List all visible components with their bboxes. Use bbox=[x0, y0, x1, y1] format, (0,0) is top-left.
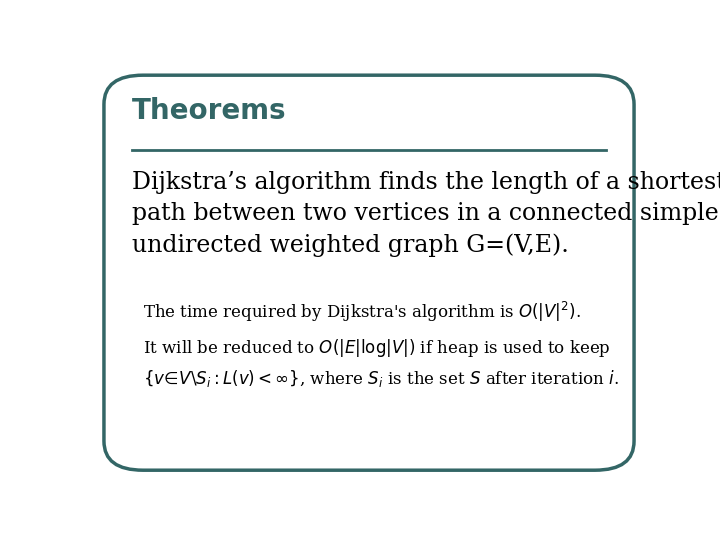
Text: It will be reduced to $O(|E|\log|V|)$ if heap is used to keep: It will be reduced to $O(|E|\log|V|)$ if… bbox=[143, 337, 611, 359]
Text: Dijkstra’s algorithm finds the length of a shortest: Dijkstra’s algorithm finds the length of… bbox=[132, 171, 720, 194]
FancyBboxPatch shape bbox=[104, 75, 634, 470]
Text: Theorems: Theorems bbox=[132, 97, 287, 125]
Text: undirected weighted graph G=(V,E).: undirected weighted graph G=(V,E). bbox=[132, 233, 569, 256]
Text: path between two vertices in a connected simple: path between two vertices in a connected… bbox=[132, 202, 719, 225]
Text: $\{v\!\in\! V\backslash S_i : L(v) < \infty\}$, where $S_i$ is the set $S$ after: $\{v\!\in\! V\backslash S_i : L(v) < \in… bbox=[143, 368, 619, 389]
Text: The time required by Dijkstra's algorithm is $O(|V|^2)$.: The time required by Dijkstra's algorith… bbox=[143, 300, 581, 324]
